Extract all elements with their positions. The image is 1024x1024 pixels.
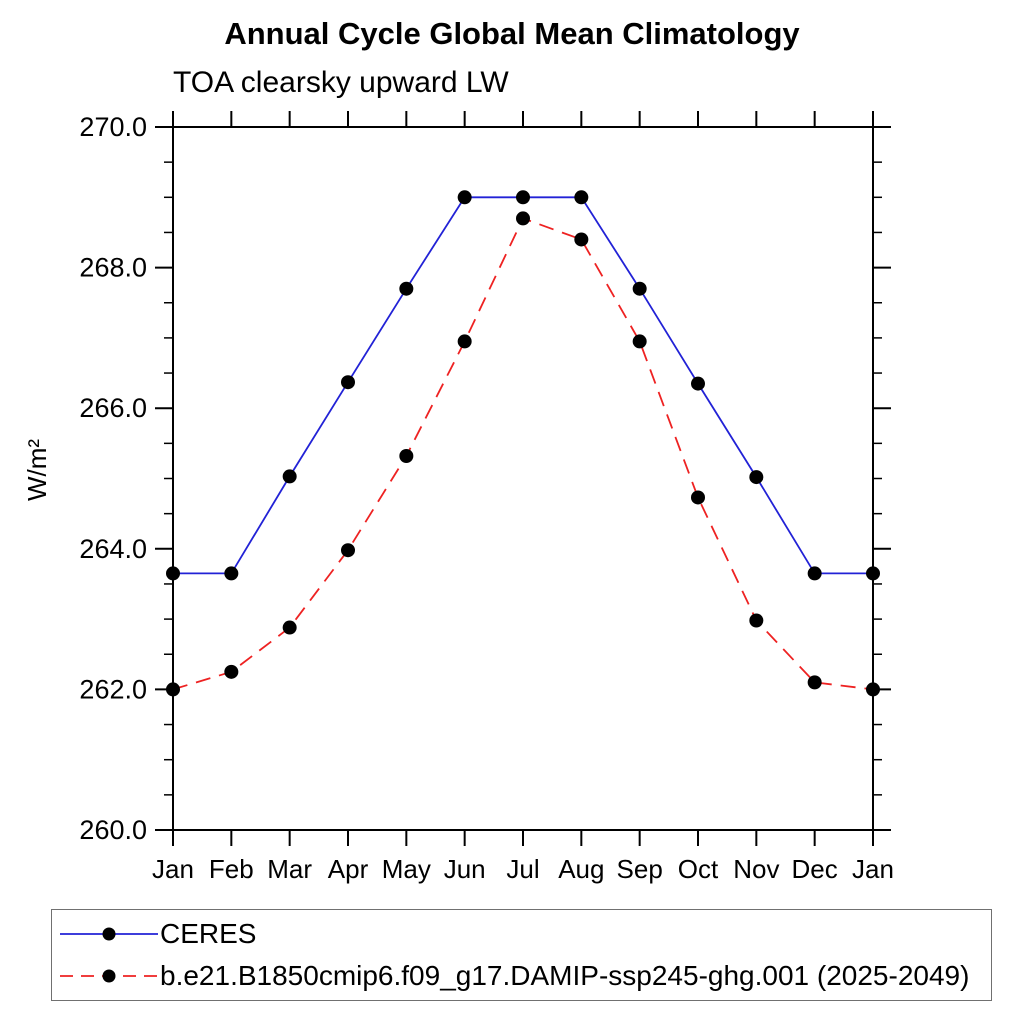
x-tick-label: Aug <box>558 854 604 884</box>
data-point-marker-s0-6 <box>516 190 530 205</box>
data-point-marker-s0-12 <box>866 566 880 581</box>
legend-marker-icon <box>102 969 116 983</box>
series-line-1 <box>172 217 874 691</box>
y-tick-label: 264.0 <box>79 534 147 564</box>
data-point-marker-s1-12 <box>866 682 880 697</box>
x-tick-label: Oct <box>678 854 719 884</box>
chart-subtitle: TOA clearsky upward LW <box>173 66 509 99</box>
x-tick-label: Nov <box>733 854 779 884</box>
data-point-marker-s0-4 <box>399 281 414 296</box>
x-tick-label: May <box>382 854 431 884</box>
data-point-marker-s0-1 <box>224 566 239 581</box>
x-tick-label: Feb <box>209 854 254 884</box>
data-point-marker-s1-9 <box>691 490 705 505</box>
y-tick-label: 270.0 <box>79 112 147 142</box>
data-point-marker-s0-9 <box>691 376 705 391</box>
chart-title: Annual Cycle Global Mean Climatology <box>224 16 800 51</box>
data-point-marker-s1-3 <box>341 543 355 558</box>
legend-label-1: b.e21.B1850cmip6.f09_g17.DAMIP-ssp245-gh… <box>160 960 970 991</box>
data-point-marker-s1-7 <box>574 232 589 247</box>
series-line-0 <box>173 196 873 575</box>
legend-line-sample-0 <box>60 927 158 941</box>
legend-marker-icon <box>102 927 116 941</box>
legend-item-0: CERES <box>58 916 991 952</box>
data-point-marker-s0-0 <box>166 566 180 581</box>
y-tick-label: 268.0 <box>79 253 147 283</box>
plot-frame <box>172 126 874 831</box>
data-point-marker-s1-11 <box>807 675 822 690</box>
x-tick-label: Jan <box>852 854 894 884</box>
data-point-marker-s1-5 <box>457 334 472 349</box>
x-tick-label: Jun <box>444 854 486 884</box>
data-point-marker-s1-1 <box>224 664 239 679</box>
y-tick-label: 266.0 <box>79 393 147 423</box>
y-tick-label: 260.0 <box>79 815 147 845</box>
legend: CERES b.e21.B1850cmip6.f09_g17.DAMIP-ssp2… <box>51 909 992 1001</box>
x-tick-label: Dec <box>792 854 838 884</box>
legend-label-0: CERES <box>160 918 257 949</box>
data-point-marker-s1-8 <box>632 334 647 349</box>
data-point-marker-s1-10 <box>749 613 764 628</box>
data-point-marker-s1-4 <box>399 449 414 464</box>
y-tick-label: 262.0 <box>79 674 147 704</box>
data-point-marker-s0-5 <box>457 190 472 205</box>
x-tick-label: Jul <box>506 854 539 884</box>
x-tick-label: Sep <box>617 854 663 884</box>
data-point-marker-s0-7 <box>574 190 589 205</box>
x-tick-label: Mar <box>267 854 312 884</box>
data-point-marker-s1-6 <box>516 211 530 226</box>
x-tick-label: Apr <box>328 854 369 884</box>
data-point-marker-s0-10 <box>749 470 764 485</box>
data-point-marker-s0-8 <box>632 281 647 296</box>
data-point-marker-s0-2 <box>282 469 297 484</box>
data-point-marker-s1-0 <box>166 682 180 697</box>
legend-item-1: b.e21.B1850cmip6.f09_g17.DAMIP-ssp245-gh… <box>58 958 991 994</box>
data-point-marker-s0-11 <box>807 566 822 581</box>
legend-line-sample-1 <box>60 969 158 983</box>
data-point-marker-s1-2 <box>282 620 297 635</box>
x-tick-label: Jan <box>152 854 194 884</box>
data-point-marker-s0-3 <box>341 375 355 390</box>
